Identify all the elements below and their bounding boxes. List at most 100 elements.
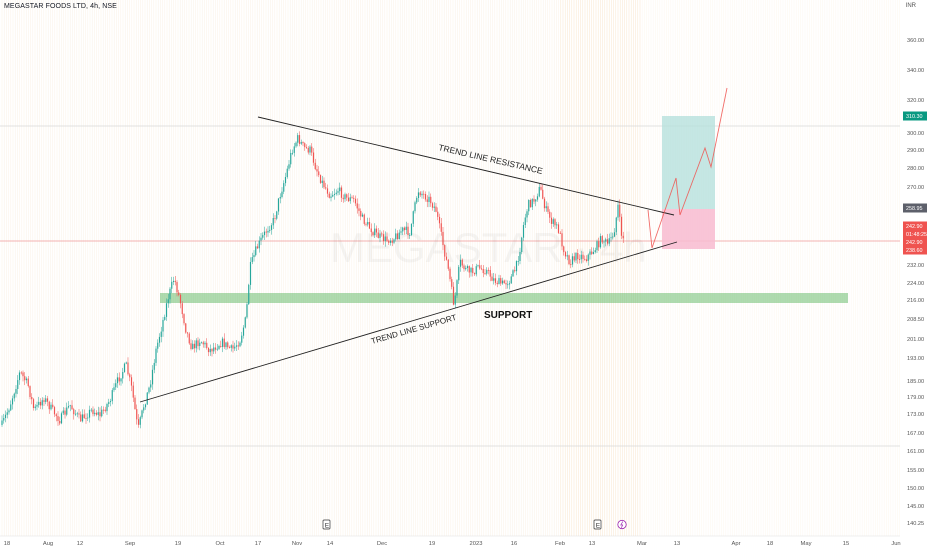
candle bbox=[608, 233, 610, 247]
candle bbox=[365, 222, 367, 227]
candle bbox=[598, 237, 600, 251]
candle bbox=[87, 413, 89, 421]
earnings-marker[interactable]: E bbox=[322, 519, 331, 530]
candle bbox=[412, 210, 414, 227]
candle bbox=[496, 280, 498, 288]
candle bbox=[493, 273, 495, 285]
price-tick: 161.00 bbox=[907, 449, 924, 455]
candle bbox=[571, 253, 574, 268]
candle bbox=[494, 273, 497, 286]
candle bbox=[3, 413, 5, 424]
trend-line-resistance[interactable] bbox=[257, 116, 675, 216]
candle bbox=[328, 191, 330, 199]
candle bbox=[270, 223, 273, 235]
candle bbox=[377, 228, 379, 239]
candle bbox=[150, 380, 152, 392]
price-tick: 270.00 bbox=[907, 185, 924, 191]
candle bbox=[452, 282, 455, 306]
candle bbox=[204, 341, 206, 348]
candle bbox=[300, 139, 302, 145]
candle bbox=[178, 289, 180, 297]
candle bbox=[227, 341, 229, 350]
candle bbox=[428, 191, 430, 208]
candle bbox=[190, 339, 192, 351]
candle bbox=[416, 196, 418, 205]
candle bbox=[20, 371, 22, 375]
candle bbox=[284, 172, 287, 187]
candle bbox=[102, 406, 105, 415]
candle bbox=[442, 227, 444, 251]
candle bbox=[510, 274, 512, 284]
price-axis[interactable] bbox=[900, 0, 932, 550]
candle bbox=[514, 266, 516, 273]
candle bbox=[36, 401, 38, 411]
candle bbox=[66, 402, 68, 417]
candle bbox=[309, 145, 311, 156]
candle bbox=[449, 266, 451, 282]
candle bbox=[71, 400, 73, 410]
candle bbox=[556, 221, 558, 229]
candle bbox=[213, 342, 215, 354]
candle bbox=[17, 375, 19, 395]
candle bbox=[591, 247, 593, 256]
candle bbox=[617, 200, 619, 221]
price-badge: 238.60 bbox=[903, 245, 927, 255]
candle bbox=[305, 144, 308, 149]
candle bbox=[454, 292, 456, 309]
trend-line-support[interactable] bbox=[139, 241, 678, 403]
candle bbox=[153, 359, 155, 374]
candle bbox=[437, 207, 439, 221]
candle bbox=[234, 342, 236, 351]
candle bbox=[295, 141, 297, 148]
candle bbox=[13, 392, 15, 402]
candle bbox=[288, 160, 290, 171]
candle bbox=[214, 343, 217, 354]
candle bbox=[465, 265, 467, 271]
candle bbox=[431, 201, 434, 211]
candle bbox=[137, 414, 140, 428]
candle bbox=[389, 238, 392, 246]
candle bbox=[370, 223, 372, 237]
candle bbox=[195, 338, 197, 353]
candle bbox=[48, 400, 50, 414]
candle bbox=[207, 347, 210, 357]
candle bbox=[69, 404, 71, 412]
candle bbox=[451, 276, 453, 290]
stop-zone bbox=[662, 209, 715, 249]
candle bbox=[463, 263, 465, 272]
candle bbox=[552, 217, 554, 227]
candle bbox=[18, 370, 21, 385]
time-tick: 18 bbox=[767, 541, 773, 547]
candle bbox=[517, 256, 519, 266]
candle bbox=[97, 406, 99, 421]
candle bbox=[209, 344, 211, 356]
candle bbox=[118, 372, 120, 386]
candle bbox=[528, 199, 530, 216]
candle bbox=[326, 184, 329, 198]
candle bbox=[10, 400, 12, 412]
candle bbox=[188, 332, 190, 345]
candle bbox=[274, 215, 276, 224]
svg-text:242.90: 242.90 bbox=[906, 240, 923, 246]
candle bbox=[279, 193, 281, 204]
candle bbox=[199, 338, 201, 351]
candle bbox=[146, 392, 148, 405]
candle bbox=[92, 406, 94, 417]
dividend-icon[interactable] bbox=[617, 519, 627, 530]
candle bbox=[470, 266, 472, 277]
price-tick: 280.00 bbox=[907, 166, 924, 172]
candle bbox=[400, 226, 402, 236]
candle bbox=[410, 223, 413, 237]
time-tick: May bbox=[801, 541, 812, 547]
candle bbox=[375, 225, 378, 238]
svg-text:258.95: 258.95 bbox=[906, 206, 923, 212]
candle bbox=[395, 228, 397, 242]
svg-text:310.30: 310.30 bbox=[906, 114, 923, 120]
price-tick: 360.00 bbox=[907, 38, 924, 44]
candle bbox=[64, 407, 66, 419]
time-tick: 17 bbox=[255, 541, 261, 547]
earnings-marker[interactable]: E bbox=[593, 519, 602, 530]
candle bbox=[53, 405, 56, 418]
candle bbox=[4, 410, 7, 423]
